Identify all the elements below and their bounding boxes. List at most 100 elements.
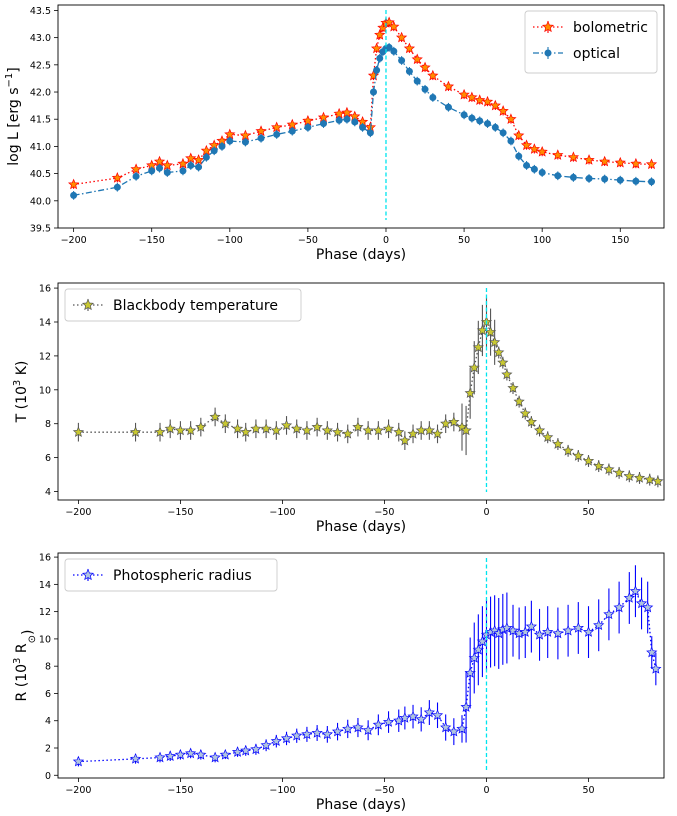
data-point <box>593 619 605 631</box>
legend-marker <box>541 20 555 33</box>
data-point <box>444 103 452 111</box>
data-point <box>111 172 123 183</box>
data-point <box>460 111 468 119</box>
data-point <box>362 424 374 436</box>
y-tick-label: 16 <box>39 284 51 295</box>
legend-label: Blackbody temperature <box>113 298 278 314</box>
series-line <box>78 590 657 763</box>
data-point <box>366 129 374 137</box>
y-tick-label: 14 <box>39 580 51 591</box>
data-point <box>195 748 207 760</box>
data-point <box>288 127 296 135</box>
data-point <box>304 123 312 131</box>
legend-marker <box>81 298 95 311</box>
data-point <box>192 154 205 165</box>
data-point <box>533 628 546 640</box>
data-point <box>533 424 546 436</box>
plot-area <box>72 565 662 767</box>
data-point <box>72 755 85 767</box>
data-point <box>362 724 374 736</box>
data-point <box>489 336 501 348</box>
data-point <box>583 154 595 165</box>
data-point <box>209 411 221 422</box>
data-point <box>530 165 538 173</box>
data-point <box>476 117 484 125</box>
legend-box <box>64 558 278 592</box>
data-point <box>505 113 517 124</box>
data-point <box>321 728 333 740</box>
data-point <box>464 387 476 398</box>
data-point <box>154 426 166 437</box>
data-point <box>67 178 80 190</box>
data-point <box>219 417 231 429</box>
data-point <box>644 473 656 485</box>
series-1 <box>72 297 664 488</box>
y-tick-label: 43.0 <box>30 33 51 44</box>
x-tick-label: 150 <box>611 235 629 246</box>
data-point <box>623 592 635 603</box>
data-point <box>497 356 509 368</box>
data-point <box>599 155 611 167</box>
x-tick-label: −100 <box>269 785 295 796</box>
y-tick-label: 6 <box>45 453 51 464</box>
data-point <box>456 722 468 734</box>
data-point <box>273 130 281 138</box>
data-point <box>491 123 499 131</box>
data-point <box>398 56 406 64</box>
legend-marker <box>544 49 552 57</box>
data-point <box>219 748 231 760</box>
data-point <box>632 177 640 185</box>
data-point <box>301 424 313 436</box>
data-point <box>240 426 252 437</box>
data-point <box>132 172 140 180</box>
data-point <box>440 721 452 733</box>
data-point <box>372 718 384 730</box>
data-point <box>195 163 203 171</box>
data-point <box>630 157 642 169</box>
data-point <box>369 88 377 96</box>
data-point <box>271 121 283 133</box>
data-point <box>257 134 265 142</box>
data-point <box>419 61 431 73</box>
data-point <box>613 601 625 613</box>
data-point <box>270 424 282 436</box>
data-point <box>501 368 513 380</box>
data-point <box>240 744 252 756</box>
data-point <box>646 646 658 658</box>
data-point <box>552 438 564 449</box>
chart-panel-3: −200 −150 −100 −50 0 50 0 2 4 6 8 10 12 14 16 Phase (da… <box>12 552 665 813</box>
series-2 <box>70 43 656 200</box>
legend-box <box>64 288 302 322</box>
data-point <box>202 153 210 161</box>
data-point <box>427 69 439 81</box>
data-point <box>335 116 343 124</box>
legend: Photospheric radius <box>64 558 278 592</box>
x-axis-label: Phase (days) <box>316 247 406 263</box>
data-point <box>70 191 78 199</box>
data-point <box>342 722 354 734</box>
data-point <box>179 167 187 175</box>
data-point <box>484 120 492 128</box>
data-point <box>260 422 272 434</box>
data-point <box>554 172 562 180</box>
data-point <box>374 28 386 40</box>
data-point <box>542 626 554 637</box>
x-tick-label: −50 <box>374 785 394 796</box>
data-point <box>567 151 580 163</box>
data-point <box>226 137 234 145</box>
chart-panel-2: −200 −150 −100 −50 0 50 4 6 8 10 12 14 16 Phase (days… <box>12 282 665 535</box>
data-point <box>241 138 249 146</box>
data-point <box>601 175 609 183</box>
data-point <box>528 143 540 154</box>
data-point <box>525 620 537 632</box>
data-point <box>405 67 413 75</box>
y-tick-label: 10 <box>39 385 51 396</box>
data-point <box>442 80 455 92</box>
data-point <box>209 751 221 763</box>
data-point <box>633 472 646 483</box>
series-line <box>78 320 659 483</box>
x-tick-label: −50 <box>298 235 318 246</box>
data-point <box>582 626 595 637</box>
x-tick-label: −100 <box>269 507 295 518</box>
y-axis-label: T (103 K) <box>12 361 30 424</box>
